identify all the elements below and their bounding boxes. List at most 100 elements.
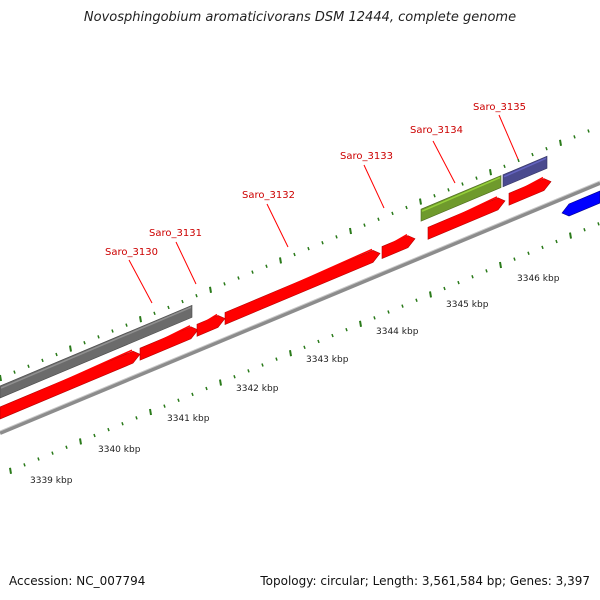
inner-tick bbox=[583, 227, 586, 232]
cds-saro-3135-shine bbox=[509, 176, 544, 196]
label-leader-6 bbox=[498, 114, 519, 160]
inner-tick bbox=[9, 467, 12, 474]
backbone-highlight bbox=[0, 180, 600, 432]
outer-tick bbox=[111, 329, 114, 333]
outer-tick bbox=[209, 286, 212, 293]
inner-tick bbox=[569, 232, 572, 239]
outer-tick bbox=[377, 217, 380, 221]
outer-tick bbox=[251, 270, 254, 274]
olive-feature-shine bbox=[421, 176, 501, 212]
gene-label-saro-3134: Saro_3134 bbox=[410, 125, 463, 136]
outer-tick bbox=[167, 305, 170, 310]
inner-tick bbox=[107, 427, 110, 432]
inner-tick bbox=[345, 327, 348, 332]
inner-tick bbox=[23, 463, 26, 467]
tick-label-3345: 3345 kbp bbox=[446, 300, 489, 310]
label-leader-2 bbox=[175, 241, 197, 285]
cds-saro-3131-shine bbox=[140, 325, 191, 351]
tick-label-3344: 3344 kbp bbox=[376, 327, 419, 337]
inner-tick bbox=[541, 245, 544, 250]
outer-tick bbox=[433, 193, 436, 198]
inner-tick bbox=[163, 404, 166, 408]
tick-label-3343: 3343 kbp bbox=[306, 355, 349, 365]
outer-tick bbox=[223, 282, 226, 286]
accession-text: Accession: NC_007794 bbox=[9, 574, 146, 588]
gene-label-saro-3130: Saro_3130 bbox=[105, 247, 158, 258]
inner-tick-marks bbox=[9, 222, 600, 474]
outer-tick bbox=[41, 358, 44, 363]
gene-label-saro-3131: Saro_3131 bbox=[149, 228, 202, 239]
label-leader-5 bbox=[432, 140, 456, 184]
outer-tick bbox=[293, 252, 296, 257]
gene-label-leaders bbox=[128, 114, 519, 304]
olive-feature bbox=[420, 175, 502, 222]
inner-tick bbox=[597, 222, 600, 226]
inner-tick bbox=[261, 363, 264, 367]
label-leader-1 bbox=[128, 259, 153, 304]
cds-saro-3133-shine bbox=[382, 234, 408, 250]
inner-tick bbox=[121, 422, 124, 426]
genome-backbone bbox=[0, 180, 600, 435]
outer-tick bbox=[447, 188, 450, 192]
outer-tick bbox=[265, 264, 268, 269]
inner-tick bbox=[373, 316, 376, 320]
outer-tick bbox=[517, 158, 520, 163]
inner-tick bbox=[219, 379, 222, 386]
inner-tick bbox=[275, 357, 278, 361]
inner-tick bbox=[191, 392, 194, 397]
cds-saro-3132-shine bbox=[225, 248, 373, 316]
inner-tick bbox=[415, 298, 418, 303]
inner-tick bbox=[555, 239, 558, 244]
outer-tick bbox=[503, 164, 506, 169]
outer-tick bbox=[489, 169, 492, 176]
cds-saro-3130-shine bbox=[0, 349, 133, 410]
outer-tick bbox=[307, 246, 310, 251]
outer-tick bbox=[27, 364, 30, 368]
outer-tick bbox=[419, 198, 422, 205]
cds-saro-3132 bbox=[224, 250, 381, 325]
outer-tick bbox=[475, 176, 478, 180]
gene-features bbox=[0, 155, 600, 420]
outer-tick bbox=[461, 182, 464, 186]
inner-tick bbox=[443, 286, 446, 291]
cds-saro-3134-shine bbox=[428, 196, 498, 230]
tick-label-3342: 3342 kbp bbox=[236, 384, 279, 394]
inner-tick bbox=[205, 386, 208, 391]
outer-tick bbox=[279, 257, 282, 264]
gene-label-saro-3132: Saro_3132 bbox=[242, 190, 295, 201]
outer-tick bbox=[69, 345, 72, 352]
inner-tick bbox=[485, 269, 488, 273]
outer-tick bbox=[195, 293, 198, 298]
outer-tick bbox=[545, 146, 548, 151]
inner-tick bbox=[135, 416, 138, 420]
outer-tick bbox=[363, 223, 366, 227]
gene-label-saro-3133: Saro_3133 bbox=[340, 151, 393, 162]
inner-tick bbox=[177, 398, 180, 402]
outer-tick bbox=[349, 227, 352, 235]
tick-label-3341: 3341 kbp bbox=[167, 414, 210, 424]
outer-tick bbox=[559, 139, 562, 146]
purple-feature bbox=[502, 155, 548, 188]
outer-tick bbox=[237, 276, 240, 280]
inner-tick bbox=[457, 280, 460, 285]
outer-tick bbox=[125, 323, 128, 327]
inner-tick bbox=[93, 433, 96, 438]
inner-tick bbox=[317, 339, 320, 344]
outer-tick bbox=[83, 340, 86, 345]
cds-saro-3131b-shine bbox=[197, 313, 218, 327]
inner-tick bbox=[289, 350, 292, 357]
gray-feature-shine bbox=[0, 306, 192, 389]
inner-tick bbox=[513, 257, 516, 261]
inner-tick bbox=[471, 275, 474, 279]
inner-tick bbox=[359, 320, 362, 327]
inner-tick bbox=[149, 408, 152, 416]
genome-summary-text: Topology: circular; Length: 3,561,584 bp… bbox=[260, 574, 590, 588]
outer-tick bbox=[181, 299, 184, 304]
outer-tick bbox=[55, 352, 58, 357]
inner-tick bbox=[429, 291, 432, 298]
inner-tick bbox=[499, 261, 502, 269]
outer-tick bbox=[321, 241, 324, 245]
inner-tick bbox=[303, 345, 306, 350]
inner-tick bbox=[401, 304, 404, 308]
